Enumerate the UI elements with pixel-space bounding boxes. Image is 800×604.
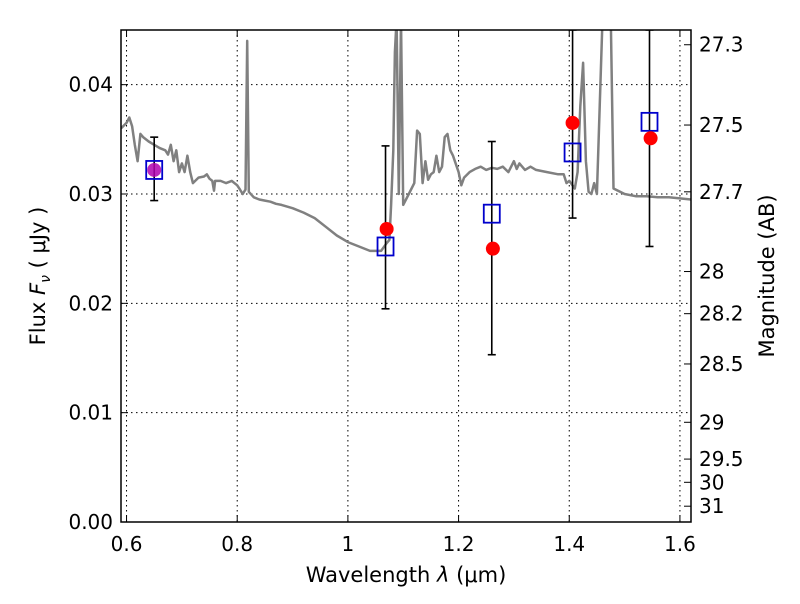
observed-circle-marker xyxy=(643,131,658,146)
x-tick-label: 1.6 xyxy=(664,532,696,556)
x-tick-label: 1 xyxy=(342,532,355,556)
y-tick-label: 0.01 xyxy=(68,401,113,425)
x-axis-label: Wavelength λ (μm) xyxy=(306,563,507,587)
observed-circle-marker xyxy=(565,115,580,130)
x-tick-label: 1.4 xyxy=(553,532,585,556)
y2-tick-label: 27.3 xyxy=(699,33,744,57)
x-tick-label: 0.6 xyxy=(111,532,143,556)
y2-tick-label: 28 xyxy=(699,260,724,284)
y2-tick-label: 29.5 xyxy=(699,447,744,471)
x-axis-ticks: 0.6 0.8 1 1.2 1.4 1.6 xyxy=(111,30,696,556)
model-square-marker xyxy=(482,203,501,224)
y-axis-label: Flux Fν ( μJy ) xyxy=(26,207,54,346)
model-spectrum-line xyxy=(121,30,691,253)
y2-tick-label: 28.2 xyxy=(699,302,744,326)
model-square-marker xyxy=(145,160,164,180)
circle-markers xyxy=(147,115,658,256)
x-tick-label: 0.8 xyxy=(221,532,253,556)
square-markers xyxy=(145,111,659,257)
y-axis-ticks: 0.00 0.01 0.02 0.03 0.04 xyxy=(68,73,128,534)
y2-tick-label: 29 xyxy=(699,410,724,434)
y-tick-label: 0.00 xyxy=(68,510,113,534)
model-square-marker xyxy=(376,236,395,257)
y-tick-label: 0.02 xyxy=(68,291,113,315)
model-square-marker xyxy=(563,142,582,163)
plot-frame xyxy=(120,29,692,523)
y-tick-label: 0.04 xyxy=(68,73,113,97)
observed-circle-marker xyxy=(147,162,162,177)
observed-circle-marker xyxy=(485,241,500,256)
y-tick-label: 0.03 xyxy=(68,182,113,206)
y2-axis-label: Magnitude (AB) xyxy=(755,194,779,357)
y2-tick-label: 31 xyxy=(699,494,724,518)
y2-tick-label: 30 xyxy=(699,470,724,494)
grid-lines xyxy=(121,30,691,522)
x-tick-label: 1.2 xyxy=(443,532,475,556)
model-square-marker xyxy=(640,111,659,132)
y2-tick-label: 27.5 xyxy=(699,113,744,137)
y2-tick-label: 27.7 xyxy=(699,180,744,204)
y2-tick-label: 28.5 xyxy=(699,352,744,376)
observed-circle-marker xyxy=(379,221,394,236)
